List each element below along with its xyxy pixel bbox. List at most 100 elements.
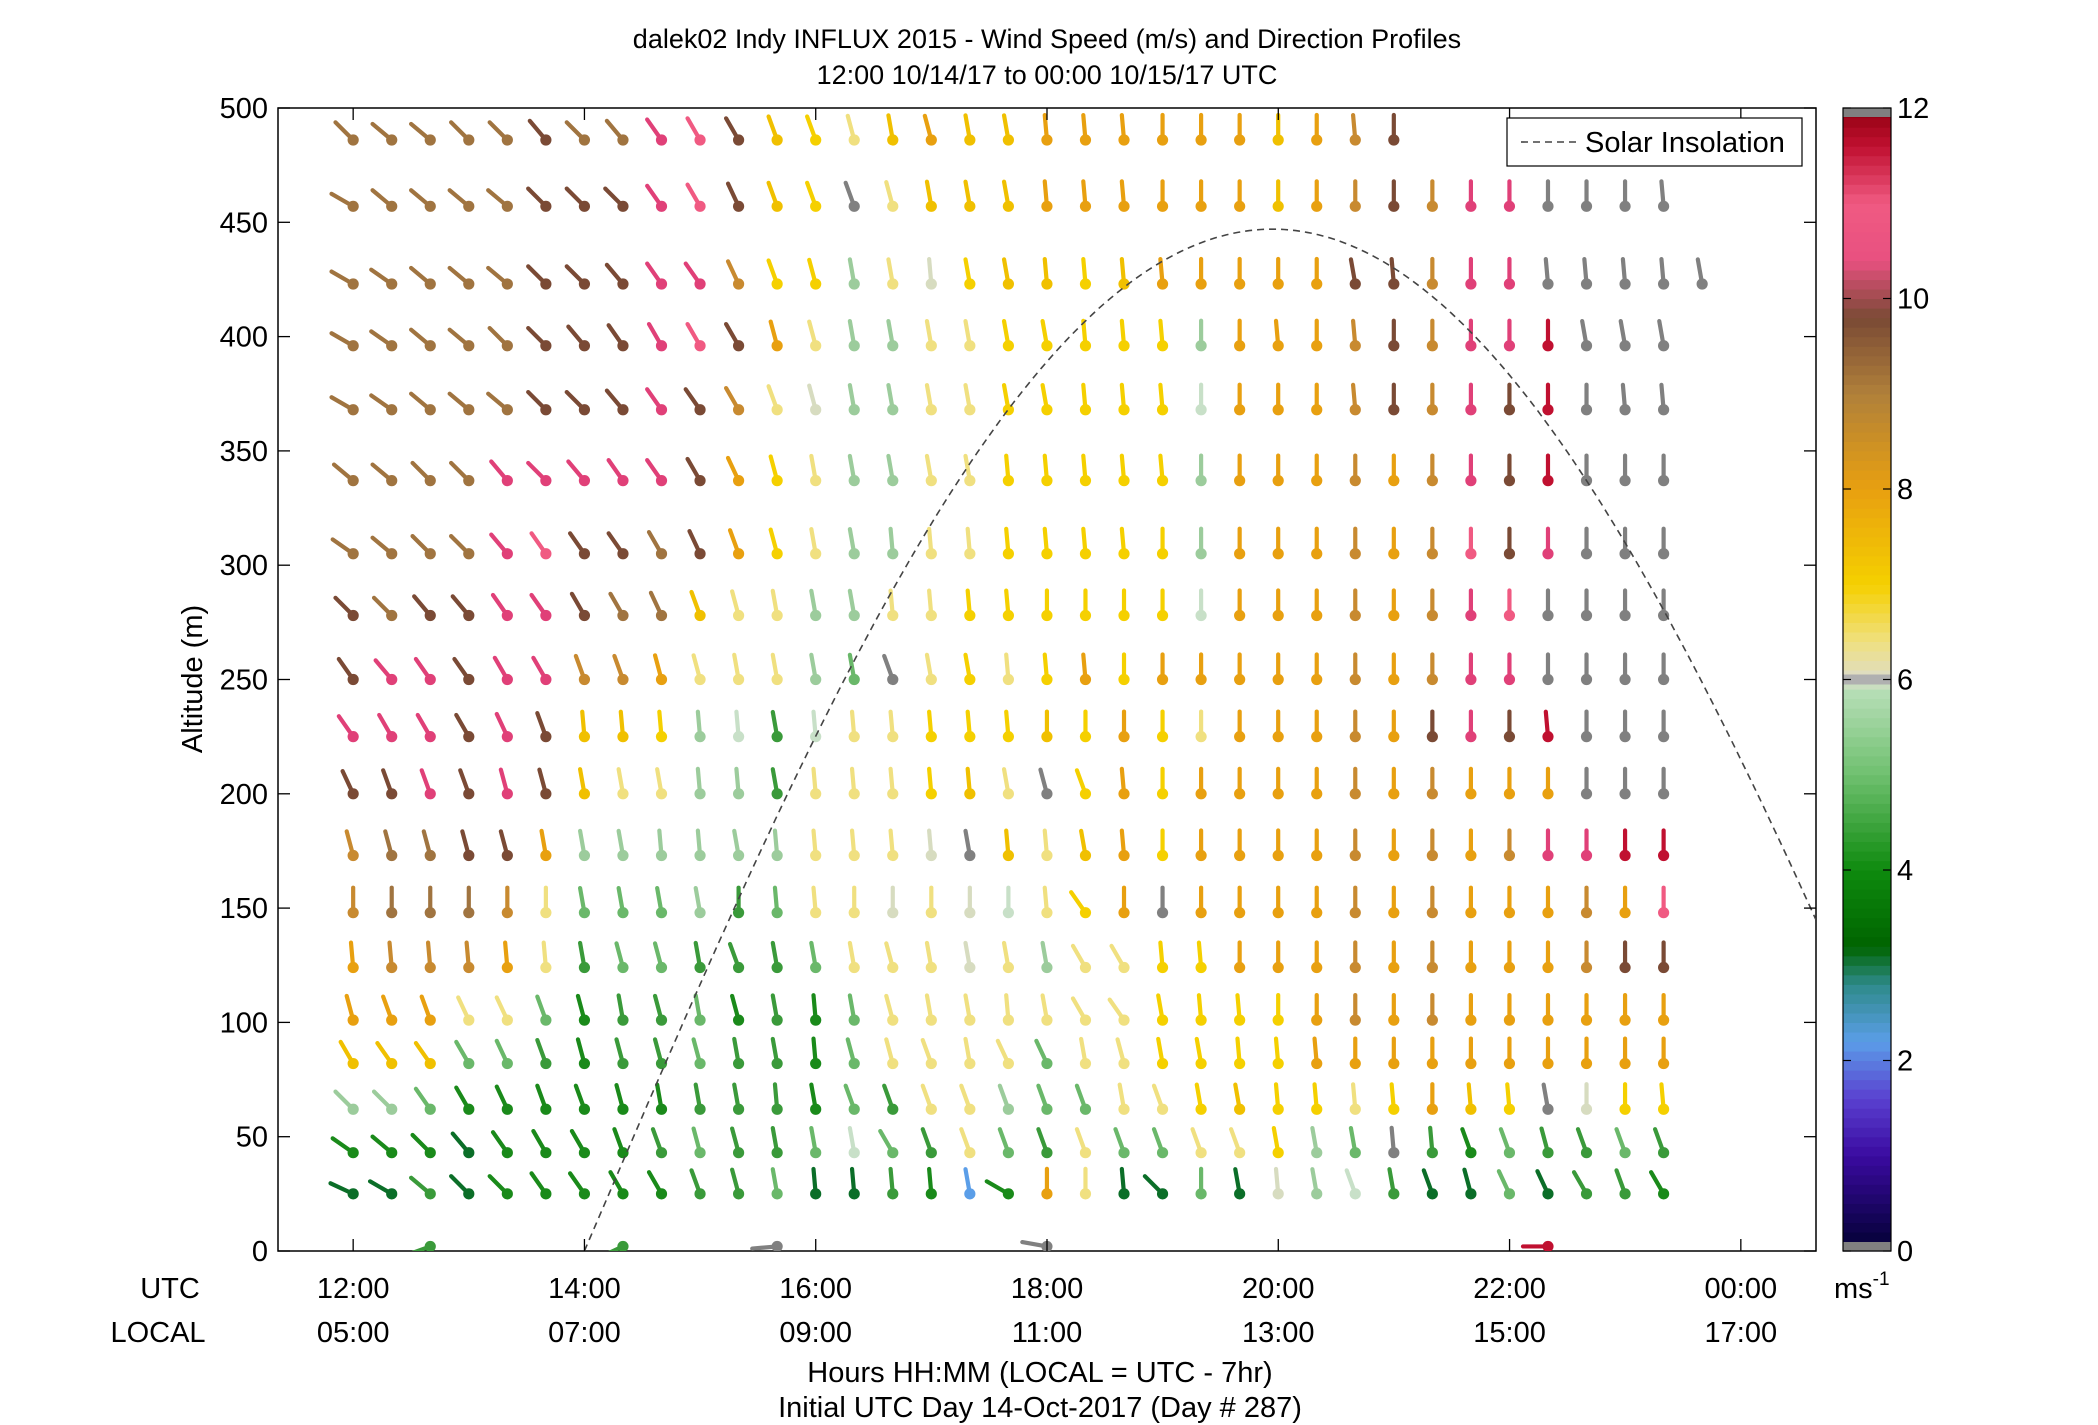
wind-barb <box>1465 1082 1477 1115</box>
wind-barb <box>693 885 706 919</box>
wind-barb <box>1041 588 1053 622</box>
wind-barb <box>1079 318 1092 352</box>
wind-barb-head <box>1619 340 1631 352</box>
wind-barb <box>1658 709 1670 743</box>
wind-barb <box>347 885 359 919</box>
wind-barb <box>1156 382 1169 416</box>
wind-barb-head <box>964 1147 976 1159</box>
colorbar-band <box>1843 165 1891 176</box>
wind-barb <box>408 121 436 146</box>
wind-barb-head <box>810 1014 822 1026</box>
wind-barb-head <box>1041 548 1053 560</box>
wind-barb <box>419 994 436 1026</box>
wind-barb <box>1619 382 1631 416</box>
wind-barb-head <box>1272 1057 1284 1070</box>
wind-barb <box>1580 382 1593 416</box>
wind-barb-head <box>694 907 706 919</box>
wind-barb-head <box>887 788 899 800</box>
wind-barb-head <box>1002 673 1014 686</box>
wind-barb <box>766 258 783 290</box>
wind-barb <box>1156 588 1169 622</box>
wind-barb <box>1234 709 1246 743</box>
wind-barb-head <box>1118 278 1130 290</box>
wind-barb <box>540 885 552 919</box>
wind-barb <box>460 829 475 862</box>
wind-barb <box>1311 318 1323 352</box>
colorbar-band <box>1843 574 1891 585</box>
wind-barb <box>1156 993 1169 1026</box>
wind-barb <box>1426 526 1438 560</box>
wind-barb-head <box>1195 1147 1207 1159</box>
wind-barb <box>529 592 552 622</box>
wind-barb-head <box>1311 200 1323 212</box>
wind-barb-head <box>1234 548 1246 560</box>
wind-barb-head <box>1272 788 1284 800</box>
colorbar-band <box>1843 803 1891 814</box>
wind-barb-head <box>1388 673 1400 686</box>
wind-barb-head <box>964 1014 976 1026</box>
wind-barb-head <box>771 1057 783 1070</box>
wind-barb-head <box>694 1014 706 1026</box>
wind-barb <box>490 1130 513 1159</box>
wind-barb-head <box>1002 609 1014 622</box>
wind-barb-head <box>771 731 783 743</box>
x-tick-label-utc: 00:00 <box>1705 1273 1778 1305</box>
colorbar-band <box>1843 1146 1891 1157</box>
wind-barb-head <box>1619 1188 1631 1200</box>
wind-barb <box>1658 382 1670 416</box>
wind-barb <box>1311 588 1323 622</box>
wind-barb-head <box>810 961 822 974</box>
wind-barb-head <box>925 475 937 487</box>
colorbar-band <box>1843 117 1891 128</box>
wind-barb-head <box>1079 278 1092 290</box>
wind-barb-head <box>1426 1057 1438 1070</box>
wind-barb <box>454 1085 475 1115</box>
wind-barb-head <box>1542 673 1554 686</box>
wind-barb-head <box>501 1188 513 1200</box>
y-axis-label: Altitude (m) <box>177 605 209 753</box>
wind-barb-head <box>810 1147 822 1159</box>
wind-barb <box>1002 526 1014 560</box>
wind-barb <box>1503 526 1516 560</box>
wind-barb-head <box>424 1103 436 1115</box>
wind-barb <box>564 120 591 146</box>
colorbar-band <box>1843 784 1891 795</box>
wind-barb-head <box>925 788 937 800</box>
wind-barb-head <box>1349 849 1361 862</box>
wind-barb <box>730 1167 745 1200</box>
wind-barb-head <box>887 1014 899 1026</box>
wind-barb <box>1571 1170 1593 1200</box>
wind-barb <box>655 885 668 919</box>
wind-barb-head <box>1118 673 1130 686</box>
wind-barb <box>1580 1082 1593 1115</box>
wind-barb-head <box>1118 961 1130 974</box>
wind-barb-head <box>771 1240 783 1251</box>
wind-barb-head <box>386 548 398 560</box>
wind-barb <box>1619 1082 1631 1115</box>
wind-barb <box>370 188 398 212</box>
colorbar-band <box>1843 1155 1891 1166</box>
wind-barb-head <box>578 404 591 416</box>
wind-barb-head <box>617 907 629 919</box>
colorbar-band <box>1843 1222 1891 1233</box>
wind-barb <box>1619 453 1631 487</box>
wind-barb <box>1118 766 1130 800</box>
wind-barb-head <box>1311 907 1323 919</box>
wind-barb-head <box>617 200 629 212</box>
wind-barb <box>344 829 359 862</box>
wind-barb <box>608 591 629 622</box>
wind-barb <box>646 530 668 560</box>
wind-barb <box>924 179 937 212</box>
wind-barb <box>730 589 745 622</box>
wind-barb-head <box>578 1188 591 1200</box>
wind-barb-head <box>1156 475 1169 487</box>
wind-barb-head <box>347 788 359 800</box>
y-tick-label: 250 <box>220 665 268 697</box>
wind-barb-head <box>1234 278 1246 290</box>
colorbar-band <box>1843 517 1891 528</box>
wind-barb-head <box>1272 1103 1284 1115</box>
wind-barb <box>848 1166 860 1200</box>
wind-barb-head <box>1388 1103 1400 1115</box>
wind-barb <box>805 180 822 212</box>
wind-barb-head <box>1465 609 1477 622</box>
